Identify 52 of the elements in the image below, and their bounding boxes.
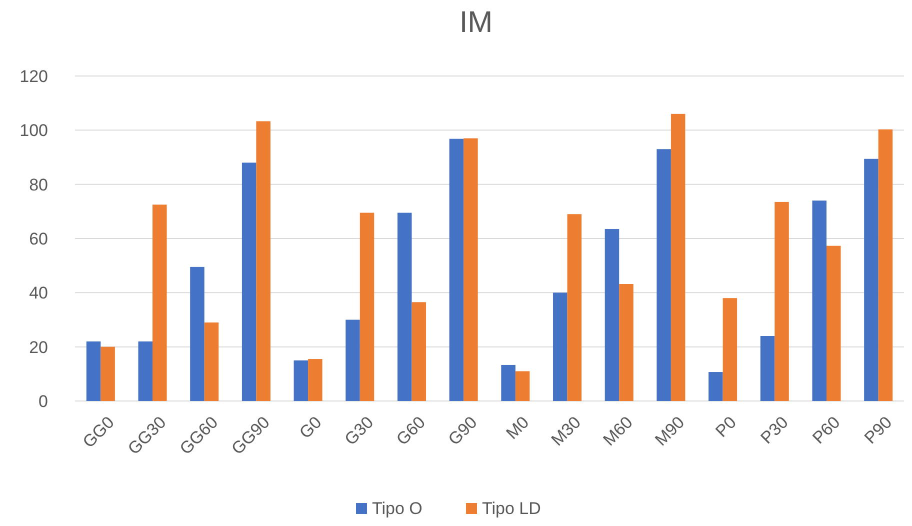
y-tick-label: 0 [38,392,48,411]
chart-title: IM [459,6,493,39]
bar [204,322,219,401]
y-tick-label: 40 [29,284,48,303]
bar [152,204,167,401]
bar [360,212,374,401]
bar [294,360,308,401]
bar [708,372,723,401]
x-tick-label: G0 [296,412,326,442]
x-tick-label: P0 [712,412,740,441]
bar [190,266,204,401]
y-tick-label: 60 [29,229,48,248]
bar [604,229,620,401]
x-tick-label: P60 [808,412,844,448]
y-tick-label: 120 [20,66,48,86]
bar [722,298,738,401]
x-tick-label: G60 [392,412,429,449]
bar [86,341,101,401]
legend-label: Tipo LD [482,499,541,518]
bar [412,302,426,401]
bar [308,359,322,401]
bar [619,284,634,401]
bar [449,138,464,401]
x-tick-label: P90 [860,412,896,448]
bar [878,129,893,401]
bar [464,138,478,401]
y-tick-label: 20 [29,338,48,357]
bar [242,162,256,401]
legend-label: Tipo O [372,499,422,518]
bar [774,202,789,401]
bar [864,158,878,401]
x-tick-label: G30 [340,412,378,449]
bar [826,246,841,401]
x-tick-label: M0 [502,412,533,443]
bar [100,346,115,401]
y-tick-label: 80 [29,175,48,194]
x-tick-label: P30 [757,412,792,448]
x-tick-label: M90 [651,412,688,450]
bar [515,371,530,401]
bar [346,320,360,401]
bar [760,336,775,401]
bar [397,212,412,401]
bar [670,114,686,401]
bar [256,121,270,401]
bar [553,292,568,401]
bar [501,364,516,401]
bar [656,149,671,401]
bar [138,341,153,401]
bar [567,214,582,401]
x-tick-label: G90 [444,412,481,449]
bar [812,200,826,401]
y-tick-label: 100 [20,121,48,140]
